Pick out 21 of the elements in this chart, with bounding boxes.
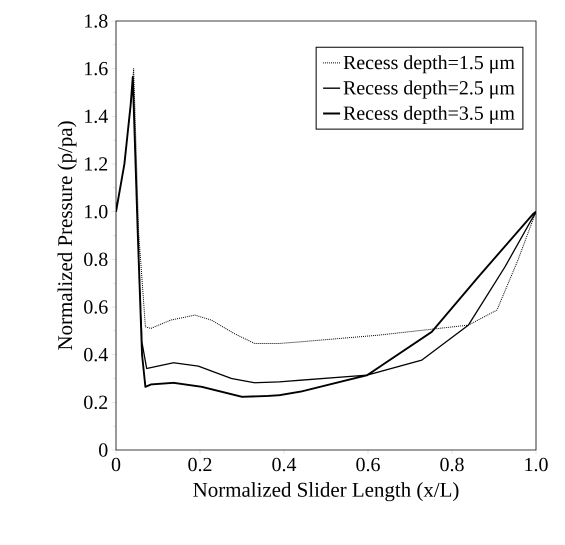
x-tick-label: 0.4 [272, 458, 296, 472]
y-tick-label: 1.0 [85, 204, 108, 218]
y-tick-label: 1.4 [85, 110, 108, 124]
y-tick-label: 1.2 [85, 157, 108, 171]
x-axis-title: Normalized Slider Length (x/L) [193, 482, 458, 502]
x-tick-label: 0 [112, 458, 120, 472]
x-tick-label: 1.0 [525, 458, 548, 472]
legend-label: Recess depth=2.5 μm [344, 80, 515, 99]
legend-label: Recess depth=1.5 μm [344, 55, 515, 74]
y-tick-label: 0.6 [84, 300, 108, 314]
x-tick-label: 0.6 [356, 458, 380, 472]
y-tick-label: 1.6 [85, 62, 108, 76]
y-tick-label: 0 [99, 443, 108, 457]
y-tick-label: 0.8 [84, 252, 108, 266]
y-axis-title: Normalized Pressure (p/pa) [58, 121, 76, 350]
legend-label: Recess depth=3.5 μm [344, 106, 515, 124]
x-tick-label: 0.8 [440, 458, 464, 472]
x-tick-label: 0.2 [188, 458, 212, 472]
y-tick-label: 0.2 [84, 396, 108, 410]
y-tick-label: 0.4 [84, 348, 108, 362]
y-tick-label: 1.8 [85, 14, 108, 28]
